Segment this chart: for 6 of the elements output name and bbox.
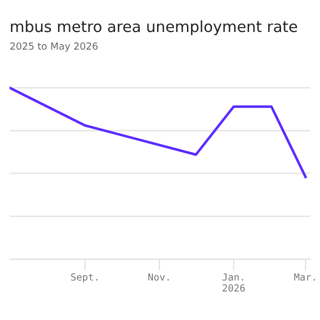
x-tick-label: Mar. (294, 273, 315, 281)
x-tick-label: Sept. (71, 273, 98, 283)
x-tick-label: Nov. (148, 273, 169, 281)
chart-title: mbus metro area unemployment rate (10, 20, 298, 36)
chart-subtitle: 2025 to May 2026 (10, 42, 98, 52)
x-tick-label: Jan. 2026 (222, 273, 245, 292)
